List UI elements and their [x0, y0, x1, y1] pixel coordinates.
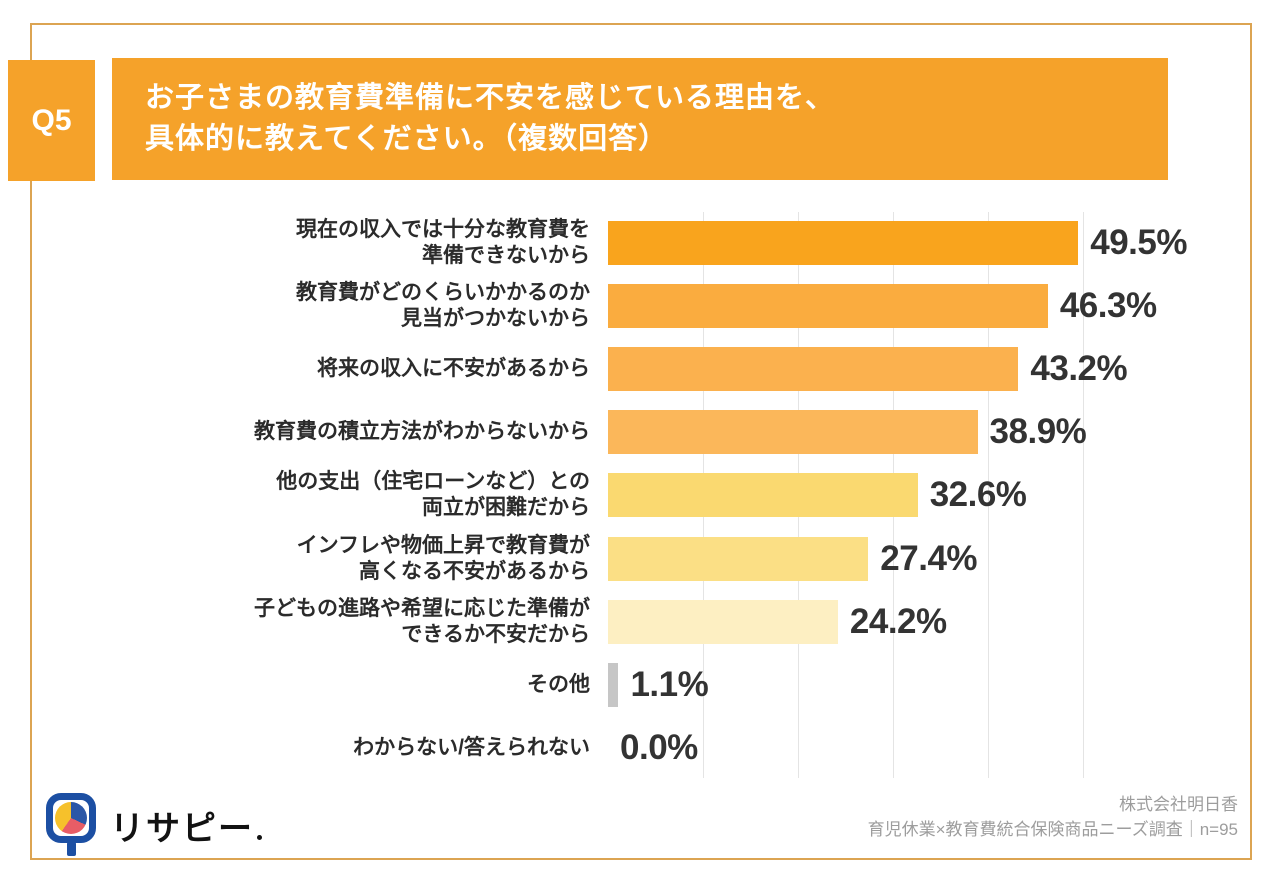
category-label: 子どもの進路や希望に応じた準備が できるか不安だから	[254, 596, 590, 646]
chart-row: わからない/答えられない 0.0%	[30, 717, 1240, 780]
question-title-line2: 具体的に教えてください。（複数回答）	[145, 123, 669, 155]
survey-credit: 株式会社明日香 育児休業×教育費統合保険商品ニーズ調査｜n=95	[868, 792, 1238, 842]
bar	[608, 662, 619, 707]
bar	[608, 346, 1019, 391]
gridline-40-percent	[988, 212, 989, 778]
credit-company: 株式会社明日香	[1119, 795, 1238, 814]
magnifier-ring	[46, 793, 96, 843]
magnifier-pie-chart-icon	[44, 791, 102, 859]
logo-period-dot	[257, 834, 262, 840]
chart-row: その他 1.1%	[30, 653, 1240, 716]
chart-row: インフレや物価上昇で教育費が 高くなる不安があるから 27.4%	[30, 527, 1240, 590]
question-number: Q5	[31, 103, 72, 137]
bar	[608, 283, 1048, 328]
category-label: 現在の収入では十分な教育費を 準備できないから	[296, 217, 590, 267]
chart-row: 子どもの進路や希望に応じた準備が できるか不安だから 24.2%	[30, 590, 1240, 653]
category-label: 教育費の積立方法がわからないから	[254, 420, 590, 444]
question-number-badge: Q5	[8, 60, 95, 181]
bar	[608, 599, 838, 644]
category-label: その他	[527, 672, 590, 696]
question-title-banner: お子さまの教育費準備に不安を感じている理由を、 具体的に教えてください。（複数回…	[112, 58, 1168, 180]
value-label: 1.1%	[630, 664, 709, 704]
gridline-50-percent	[1083, 212, 1084, 778]
value-label: 24.2%	[849, 601, 947, 641]
value-label: 0.0%	[620, 728, 698, 768]
chart-row: 現在の収入では十分な教育費を 準備できないから 49.5%	[30, 211, 1240, 274]
value-label: 32.6%	[929, 475, 1027, 515]
category-label: 他の支出（住宅ローンなど）との 両立が困難だから	[276, 470, 590, 520]
resapy-logo: リサピー	[44, 791, 262, 859]
chart-row: 他の支出（住宅ローンなど）との 両立が困難だから 32.6%	[30, 464, 1240, 527]
category-label: インフレや物価上昇で教育費が 高くなる不安があるから	[296, 533, 590, 583]
logo-wordmark: リサピー	[110, 801, 262, 850]
value-label: 46.3%	[1059, 285, 1157, 325]
category-label: わからない/答えられない	[353, 736, 590, 760]
chart-row: 教育費の積立方法がわからないから 38.9%	[30, 401, 1240, 464]
value-label: 38.9%	[989, 412, 1087, 452]
value-label: 43.2%	[1030, 348, 1128, 388]
credit-survey-name: 育児休業×教育費統合保険商品ニーズ調査｜n=95	[867, 820, 1238, 839]
bar	[608, 410, 978, 455]
chart-row: 将来の収入に不安があるから 43.2%	[30, 337, 1240, 400]
bar	[608, 473, 918, 518]
bar-chart: 現在の収入では十分な教育費を 準備できないから 49.5% 教育費がどのくらいかかるの…	[30, 211, 1240, 780]
value-label: 49.5%	[1090, 222, 1187, 262]
question-title-line1: お子さまの教育費準備に不安を感じている理由を、	[145, 82, 836, 114]
value-label: 27.4%	[880, 538, 978, 578]
bar	[608, 536, 869, 581]
chart-row: 教育費がどのくらいかかるのか 見当がつかないから 46.3%	[30, 274, 1240, 337]
category-label: 教育費がどのくらいかかるのか 見当がつかないから	[296, 280, 590, 330]
category-label: 将来の収入に不安があるから	[317, 356, 590, 380]
magnifier-handle	[67, 842, 76, 856]
bar	[608, 220, 1079, 265]
pie-chart-glyph	[55, 802, 87, 834]
